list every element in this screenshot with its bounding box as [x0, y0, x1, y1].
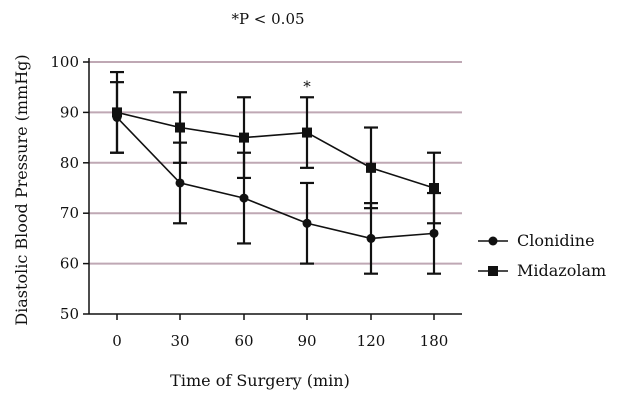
y-tick-label-90: 90	[60, 103, 79, 121]
legend-label: Clonidine	[517, 231, 595, 250]
y-tick-label-60: 60	[60, 255, 79, 273]
x-tick-label-180: 180	[420, 332, 449, 350]
chart-title: *P < 0.05	[231, 10, 304, 28]
x-tick-label-30: 30	[170, 332, 189, 350]
x-tick-label-60: 60	[234, 332, 253, 350]
data-point	[366, 162, 376, 173]
legend: Clonidine Midazolam	[478, 231, 606, 280]
data-point	[366, 233, 376, 243]
y-tick-label-80: 80	[60, 154, 79, 172]
series-midazolam	[110, 70, 441, 225]
data-point	[429, 228, 439, 238]
data-point	[302, 127, 312, 138]
legend-item-midazolam: Midazolam	[478, 261, 606, 280]
data-point	[429, 183, 439, 193]
legend-item-clonidine: Clonidine	[478, 231, 595, 250]
legend-label: Midazolam	[517, 261, 606, 280]
series-line-clonidine	[116, 116, 435, 240]
x-tick-label-120: 120	[357, 332, 386, 350]
axes: 50 60 70 80 90 100 0 30 60 90 120 180	[50, 53, 462, 350]
series-clonidine	[110, 81, 441, 275]
data-point	[239, 132, 249, 143]
y-axis-title: Diastolic Blood Pressure (mmHg)	[12, 54, 31, 325]
data-point	[175, 122, 185, 133]
legend-marker	[488, 236, 498, 246]
data-point	[302, 218, 312, 228]
series-line-midazolam	[116, 111, 435, 189]
x-tick-label-90: 90	[297, 332, 316, 350]
grid-lines	[89, 61, 462, 265]
significance-marker: *	[303, 77, 311, 95]
data-point	[239, 193, 249, 203]
y-tick-label-50: 50	[60, 305, 79, 323]
y-tick-label-100: 100	[50, 53, 79, 71]
legend-marker	[488, 266, 498, 276]
x-tick-label-0: 0	[112, 332, 122, 350]
y-tick-label-70: 70	[60, 204, 79, 222]
data-point	[112, 107, 122, 118]
data-point	[175, 178, 185, 188]
x-axis-title: Time of Surgery (min)	[170, 371, 350, 390]
series-layer	[110, 70, 441, 275]
